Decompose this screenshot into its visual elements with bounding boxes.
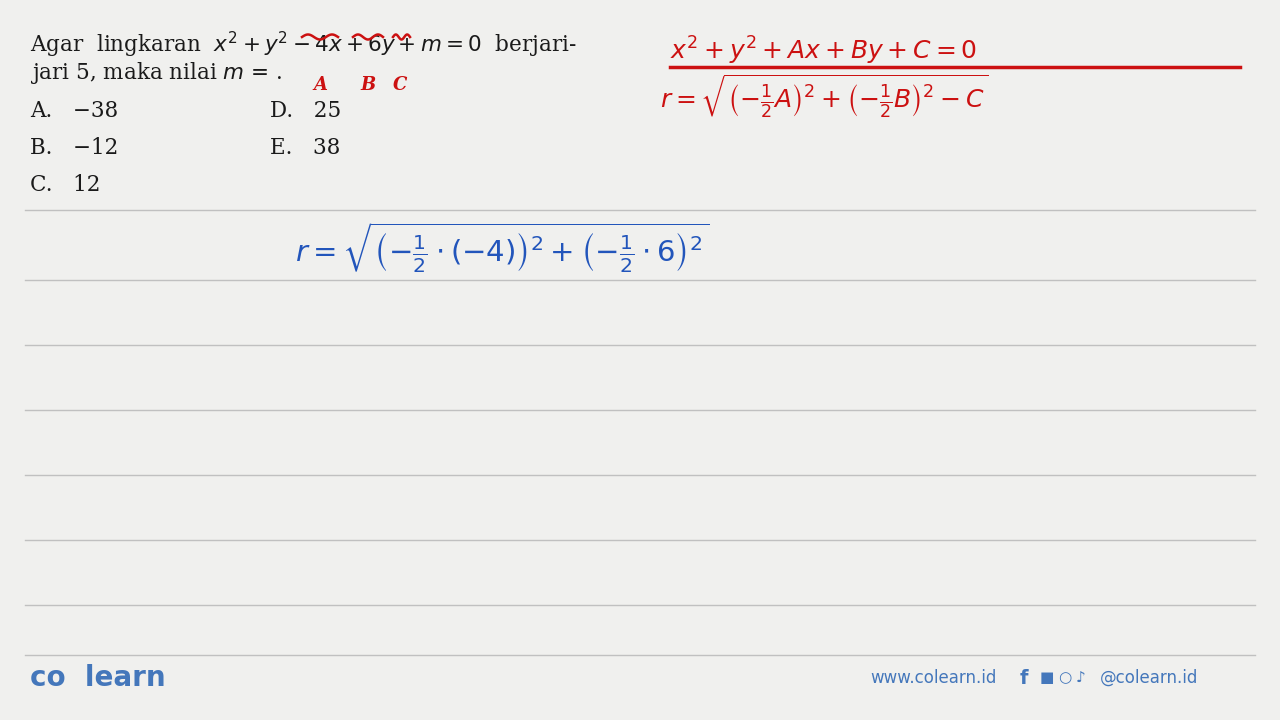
Text: C: C <box>393 76 407 94</box>
Text: @colearn.id: @colearn.id <box>1100 669 1198 687</box>
Text: C.   12: C. 12 <box>29 174 101 196</box>
Text: $x^2+y^2+Ax+By+C=0$: $x^2+y^2+Ax+By+C=0$ <box>669 35 977 67</box>
Text: $r=\sqrt{\left(-\frac{1}{2}\cdot(-4)\right)^2+\left(-\frac{1}{2}\cdot6\right)^2}: $r=\sqrt{\left(-\frac{1}{2}\cdot(-4)\rig… <box>294 220 709 275</box>
Text: f: f <box>1020 668 1029 688</box>
Text: $r=\sqrt{\left(-\frac{1}{2}A\right)^2+\left(-\frac{1}{2}B\right)^2-C}$: $r=\sqrt{\left(-\frac{1}{2}A\right)^2+\l… <box>660 72 988 120</box>
Text: B: B <box>361 76 375 94</box>
Text: ♪: ♪ <box>1076 670 1085 685</box>
Text: Agar  lingkaran  $x^2 + y^2 - 4x + 6y + m = 0$  berjari-: Agar lingkaran $x^2 + y^2 - 4x + 6y + m … <box>29 30 576 60</box>
Text: E.   38: E. 38 <box>270 137 340 159</box>
Text: jari 5, maka nilai $m$ = .: jari 5, maka nilai $m$ = . <box>29 60 282 86</box>
Text: www.colearn.id: www.colearn.id <box>870 669 996 687</box>
Text: D.   25: D. 25 <box>270 100 342 122</box>
Text: ○: ○ <box>1059 670 1071 685</box>
Text: B.   −12: B. −12 <box>29 137 118 159</box>
Text: A: A <box>314 76 326 94</box>
Text: ■: ■ <box>1039 670 1055 685</box>
Text: A.   −38: A. −38 <box>29 100 118 122</box>
Text: co  learn: co learn <box>29 664 165 692</box>
